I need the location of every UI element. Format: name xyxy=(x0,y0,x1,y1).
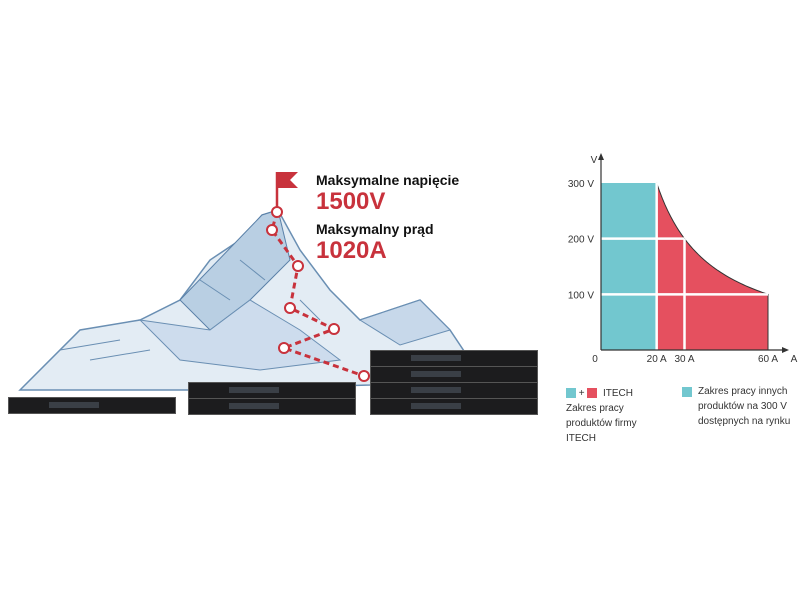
power-supply-unit xyxy=(370,350,538,367)
other-desc-line: produktów na 300 V xyxy=(698,401,787,412)
flag-icon xyxy=(275,172,298,212)
legend-itech: + ITECH Zakres pracy produktów firmy ITE… xyxy=(566,386,637,446)
y-tick-label: 100 V xyxy=(568,290,594,301)
other-products-region xyxy=(601,183,657,350)
y-tick-label: 300 V xyxy=(568,179,594,190)
itech-desc-line: produktów firmy xyxy=(566,418,637,429)
operating-range-chart: V A 300 V 200 V 100 V 0 20 A 30 A 60 A xyxy=(568,153,798,365)
itech-boundary-curve xyxy=(656,182,769,350)
y-axis-label: V xyxy=(591,155,598,166)
route-waypoints xyxy=(266,206,370,382)
x-axis-label: A xyxy=(791,354,798,365)
y-axis-arrow-icon xyxy=(598,153,604,160)
itech-desc-line: ITECH xyxy=(566,433,596,444)
itech-title: ITECH xyxy=(602,388,633,399)
itech-desc-line: Zakres pracy xyxy=(566,403,624,414)
x-tick-label: 60 A xyxy=(758,354,778,365)
power-supply-unit xyxy=(370,382,538,399)
power-supply-unit xyxy=(370,366,538,383)
teal-swatch xyxy=(566,388,576,399)
max-voltage-value: 1500V xyxy=(316,188,386,215)
red-swatch xyxy=(587,388,598,399)
power-supply-unit xyxy=(188,398,356,415)
x-tick-label: 0 xyxy=(592,354,598,365)
x-axis-arrow-icon xyxy=(782,347,789,353)
power-supply-unit xyxy=(8,397,176,414)
power-supply-unit xyxy=(188,382,356,399)
mountain-icon xyxy=(18,209,472,391)
other-desc-line: dostępnych na rynku xyxy=(698,416,791,427)
plus-symbol: + xyxy=(578,388,585,399)
max-current-value: 1020A xyxy=(316,237,387,264)
x-tick-label: 30 A xyxy=(674,354,694,365)
mountain-illustration xyxy=(18,172,472,391)
power-supply-unit xyxy=(370,398,538,415)
max-current-label: Maksymalny prąd xyxy=(316,221,434,237)
y-tick-label: 200 V xyxy=(568,235,594,246)
teal-swatch xyxy=(682,387,692,397)
max-voltage-label: Maksymalne napięcie xyxy=(316,172,460,188)
other-desc-line: Zakres pracy innych xyxy=(698,386,788,397)
x-tick-label: 20 A xyxy=(647,354,667,365)
legend-other: Zakres pracy innych produktów na 300 V d… xyxy=(682,384,790,429)
